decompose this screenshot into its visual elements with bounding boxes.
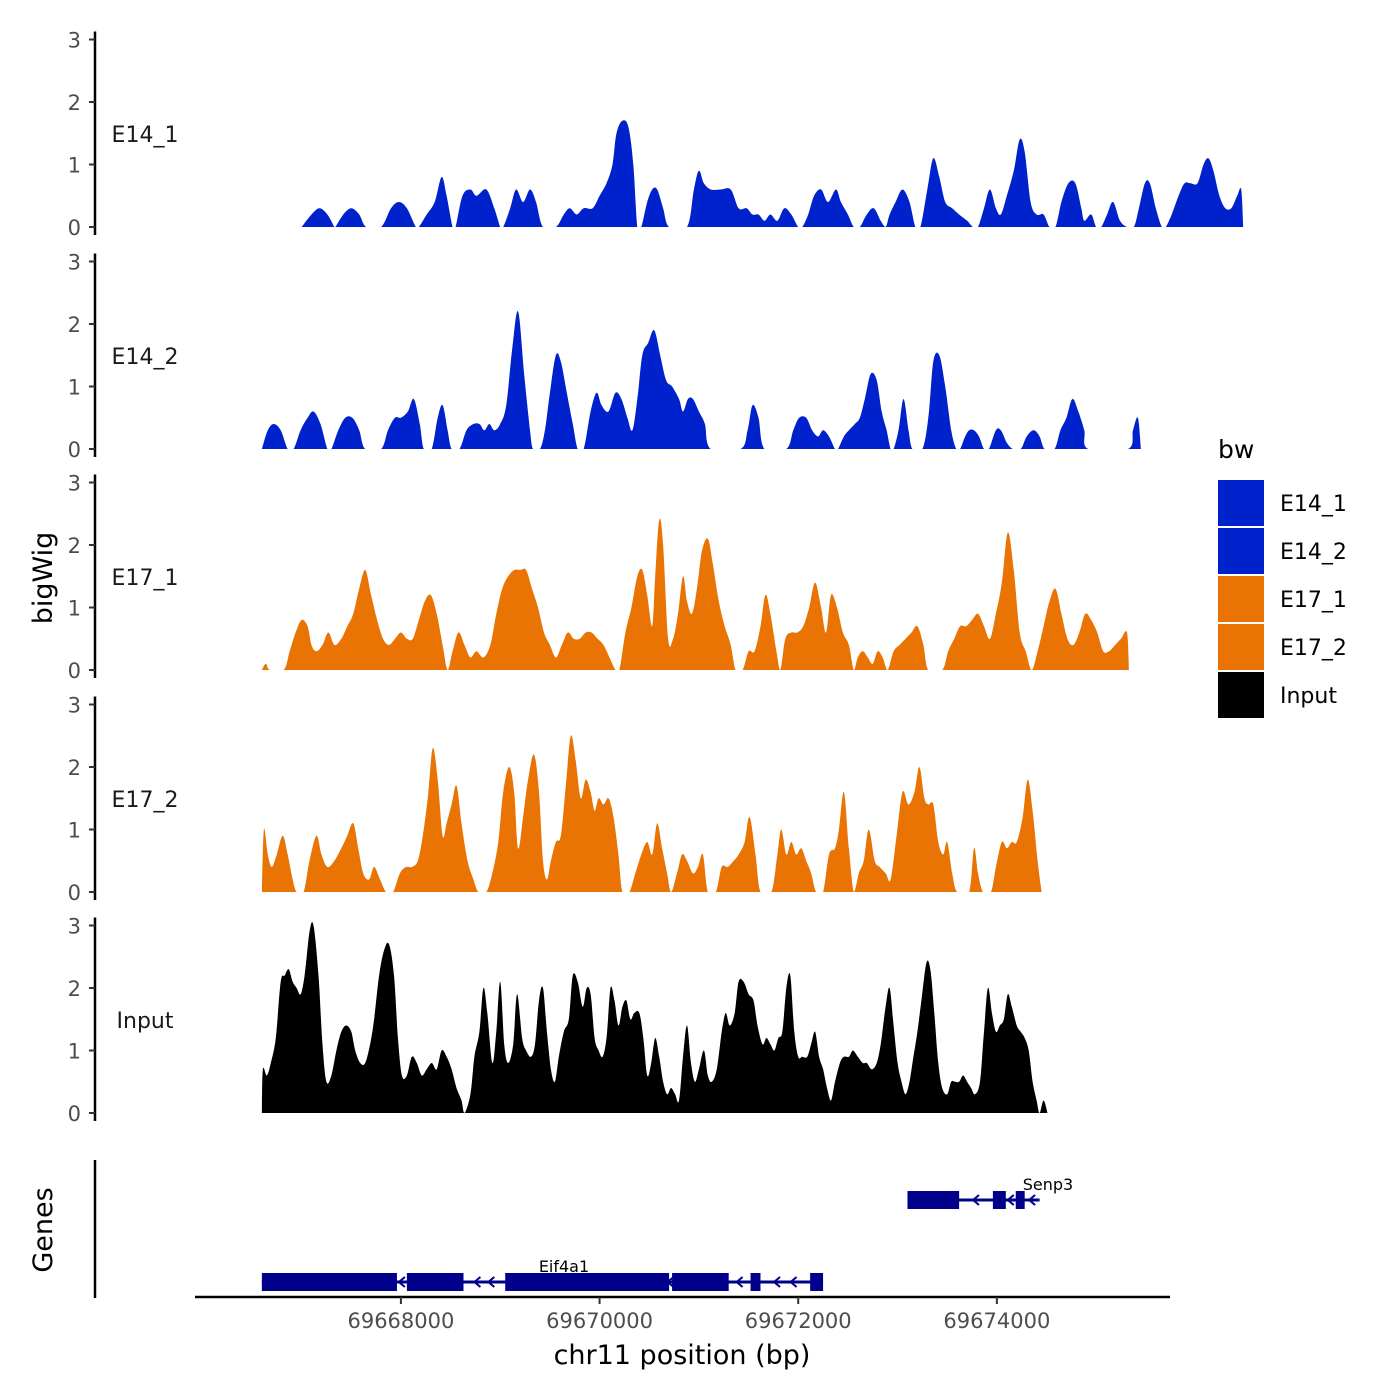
gene-exon	[406, 1273, 464, 1291]
y-tick-label: 3	[68, 694, 81, 718]
strand-arrow	[789, 1276, 798, 1288]
signal-area-E14_2	[261, 311, 1141, 449]
panel-label-E14_1: E14_1	[112, 123, 179, 148]
y-tick-label: 2	[68, 91, 81, 115]
legend-label: E17_1	[1280, 588, 1347, 613]
panel-label-E17_2: E17_2	[112, 788, 179, 813]
signal-area-Input	[261, 922, 1048, 1113]
legend-item-E14_1: E14_1	[1218, 480, 1347, 526]
y-tick-label: 0	[68, 659, 81, 683]
legend-swatch	[1218, 576, 1264, 622]
legend-label: E14_2	[1280, 540, 1347, 565]
y-tick-label: 0	[68, 1102, 81, 1126]
legend-swatch	[1218, 480, 1264, 526]
y-tick-label: 0	[68, 881, 81, 905]
gene-Eif4a1: Eif4a1	[261, 1257, 824, 1291]
strand-arrow	[772, 1276, 781, 1288]
strand-arrow	[472, 1276, 482, 1288]
legend-title: bw	[1218, 435, 1254, 464]
y-tick-label: 1	[68, 1040, 81, 1064]
track-E14_2: 0 1 2 3 E14_2	[68, 251, 1141, 462]
genes-track-title: Genes	[28, 1187, 59, 1272]
y-tick-label: 1	[68, 819, 81, 843]
legend-swatch	[1218, 624, 1264, 670]
gene-exon	[261, 1273, 397, 1291]
y-tick-label: 0	[68, 216, 81, 240]
strand-arrow	[666, 1276, 675, 1288]
legend-label: Input	[1280, 684, 1337, 709]
legend-label: E17_2	[1280, 636, 1347, 661]
track-E17_2: 0 1 2 3 E17_2	[68, 694, 1042, 905]
legend-item-Input: Input	[1218, 672, 1337, 718]
y-tick-label: 2	[68, 756, 81, 780]
legend-swatch	[1218, 528, 1264, 574]
y-tick-label: 1	[68, 376, 81, 400]
legend: bw E14_1 E14_2 E17_1 E17_2 Input	[1218, 435, 1347, 718]
signal-area-E17_1	[261, 518, 1129, 670]
panel-label-Input: Input	[117, 1009, 174, 1034]
track-E14_1: 0 1 2 3 E14_1	[68, 29, 1244, 240]
gene-exon	[672, 1273, 729, 1291]
y-tick-label: 2	[68, 977, 81, 1001]
gene-Senp3: Senp3	[907, 1175, 1073, 1209]
gene-label-Senp3: Senp3	[1023, 1175, 1073, 1194]
x-axis: 69668000 69670000 69672000 69674000	[195, 1295, 1170, 1333]
strand-arrow	[486, 1276, 495, 1288]
y-tick-label: 1	[68, 597, 81, 621]
panel-label-E14_2: E14_2	[112, 345, 179, 370]
track-E17_1: 0 1 2 3 E17_1	[68, 472, 1129, 683]
gene-track: Senp3 Eif4a1	[93, 1160, 1073, 1298]
y-tick-label: 3	[68, 472, 81, 496]
legend-item-E17_2: E17_2	[1218, 624, 1347, 670]
signal-area-E14_1	[301, 120, 1244, 227]
x-tick-label: 69670000	[546, 1309, 653, 1333]
gene-exon	[810, 1273, 824, 1291]
signal-area-E17_2	[261, 735, 1042, 892]
y-tick-label: 0	[68, 438, 81, 462]
y-axis-title: bigWig	[28, 532, 59, 625]
y-tick-label: 2	[68, 313, 81, 337]
x-tick-label: 69672000	[745, 1309, 852, 1333]
track-Input: 0 1 2 3 Input	[68, 915, 1048, 1126]
x-tick-label: 69674000	[943, 1309, 1050, 1333]
x-tick-label: 69668000	[347, 1309, 454, 1333]
x-axis-title: chr11 position (bp)	[554, 1340, 811, 1371]
strand-arrow	[971, 1194, 980, 1206]
gene-exon	[992, 1191, 1006, 1209]
strand-arrow	[397, 1276, 406, 1288]
legend-item-E14_2: E14_2	[1218, 528, 1347, 574]
y-tick-label: 3	[68, 29, 81, 53]
strand-arrow	[735, 1276, 744, 1288]
y-tick-label: 2	[68, 534, 81, 558]
legend-label: E14_1	[1280, 492, 1347, 517]
y-tick-label: 3	[68, 251, 81, 275]
gene-exon	[907, 1191, 960, 1209]
legend-swatch	[1218, 672, 1264, 718]
y-tick-label: 1	[68, 154, 81, 178]
y-tick-label: 3	[68, 915, 81, 939]
legend-item-E17_1: E17_1	[1218, 576, 1347, 622]
gene-exon	[1015, 1191, 1025, 1209]
strand-arrow	[1027, 1194, 1036, 1206]
gene-exon	[505, 1273, 670, 1291]
track-panels: 0 1 2 3 E14_1 0 1 2 3 E14_2 0 1 2 3 E17_1 0 1 2 3 E17_2 0 1 2 3…	[68, 29, 1244, 1126]
strand-arrow	[1006, 1194, 1015, 1206]
gene-label-Eif4a1: Eif4a1	[539, 1257, 589, 1276]
panel-label-E17_1: E17_1	[112, 566, 179, 591]
gene-exon	[750, 1273, 761, 1291]
